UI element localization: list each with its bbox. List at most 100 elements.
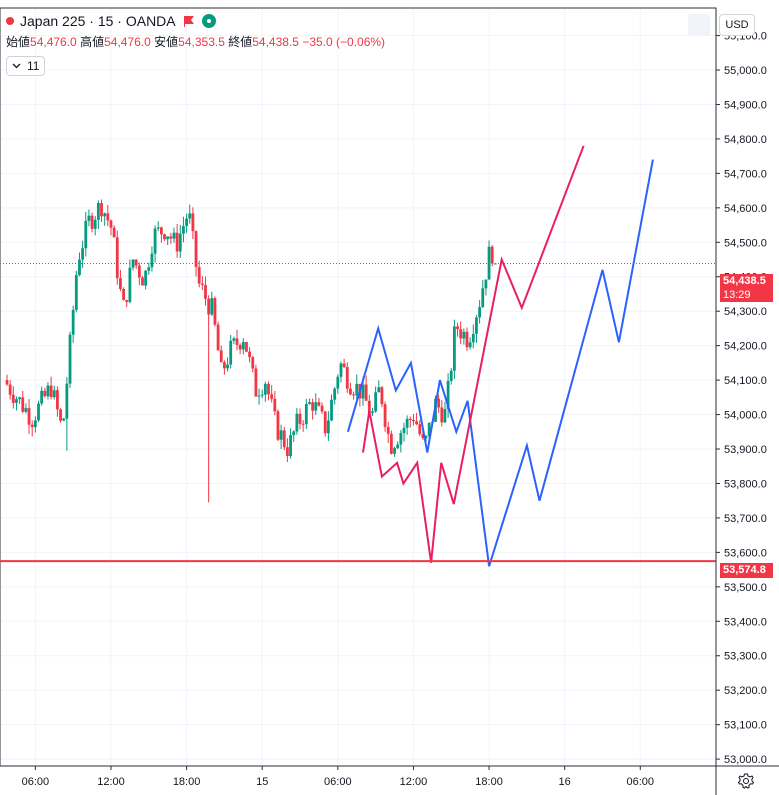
candle-body [137, 265, 141, 278]
candle-body [197, 266, 201, 284]
y-tick-label: 54,300.0 [724, 306, 767, 318]
candle-body [213, 298, 217, 325]
price-levels [0, 262, 716, 563]
candle-body [52, 390, 56, 398]
candle-body [320, 405, 324, 412]
candle-body [185, 218, 188, 227]
y-tick-label: 53,500.0 [724, 582, 767, 594]
market-status-icon [6, 17, 14, 25]
y-tick-label: 53,000.0 [724, 754, 767, 766]
candle-body [172, 232, 176, 239]
currency-button[interactable]: USD [719, 14, 755, 36]
candle-body [134, 259, 138, 266]
candle-body [286, 447, 289, 457]
settings-gear-icon[interactable] [737, 772, 755, 790]
close-value: 54,438.5 [252, 35, 299, 49]
x-tick-label: 15 [256, 776, 268, 788]
candle-body [412, 420, 415, 422]
candle-body [153, 228, 157, 254]
candle-body [188, 213, 192, 219]
candle-body [468, 342, 472, 348]
candle-body [147, 267, 151, 271]
candle-body [282, 430, 286, 448]
candle-body [115, 237, 119, 279]
y-tick-label: 54,100.0 [724, 375, 767, 387]
y-tick-label: 53,700.0 [724, 513, 767, 525]
candle-body [144, 270, 148, 286]
candle-body [241, 342, 245, 350]
candle-body [443, 409, 447, 423]
candle-body [364, 384, 368, 401]
candle-body [229, 340, 233, 365]
candle-body [452, 326, 456, 371]
y-tick-label: 54,500.0 [724, 237, 767, 249]
high-label: 高値 [80, 35, 105, 49]
candle-body [178, 233, 182, 252]
candle-body [374, 392, 378, 412]
candle-body [37, 403, 40, 421]
last-price-tag: 54,438.5 13:29 [720, 274, 773, 302]
candle-body [440, 407, 444, 423]
indicators-toggle[interactable]: 11 [6, 56, 46, 76]
candle-body [336, 376, 340, 389]
candle-body [40, 390, 44, 404]
symbol-title[interactable]: Japan 225 · 15 · OANDA [20, 13, 176, 29]
candle-body [260, 394, 264, 396]
support-price-tag: 53,574.8 [720, 563, 773, 578]
candle-body [74, 275, 78, 310]
candle-body [65, 383, 69, 419]
candle-body [415, 421, 418, 425]
x-tick-label: 18:00 [173, 776, 201, 788]
change-value: −35.0 (−0.06%) [302, 35, 386, 49]
candle-body [289, 435, 292, 457]
candle-body [210, 298, 214, 315]
data-status-icon[interactable] [201, 14, 216, 28]
candle-body [330, 399, 333, 421]
candle-body [96, 202, 100, 220]
collapse-button[interactable] [688, 14, 710, 36]
y-tick-label: 53,300.0 [724, 651, 767, 663]
y-tick-label: 53,400.0 [724, 616, 767, 628]
candle-body [84, 220, 88, 249]
candle-body [383, 404, 387, 427]
candle-body [8, 384, 12, 395]
candle-body [345, 367, 349, 389]
y-tick-label: 53,900.0 [724, 444, 767, 456]
candle-body [125, 299, 129, 302]
x-tick-label: 12:00 [97, 776, 125, 788]
candle-body [109, 220, 113, 228]
candle-body [106, 213, 110, 221]
candle-body [216, 324, 220, 351]
candle-body [393, 448, 396, 454]
last-price-label: 54,438.5 [723, 275, 766, 287]
candle-body [333, 388, 337, 400]
candle-body [298, 413, 302, 424]
candle-body [33, 420, 37, 428]
candle-body [352, 394, 355, 396]
low-label: 安値 [154, 35, 179, 49]
candle-body [78, 259, 81, 276]
x-tick-label: 06:00 [627, 776, 655, 788]
y-tick-label: 54,900.0 [724, 99, 767, 111]
candle-body [405, 418, 409, 428]
support-price-label: 53,574.8 [723, 564, 766, 576]
y-tick-label: 54,600.0 [724, 203, 767, 215]
candle-body [62, 418, 66, 421]
candle-body [112, 227, 116, 238]
candles [5, 199, 497, 503]
candle-body [27, 408, 31, 425]
candle-body [87, 215, 91, 221]
x-tick-label: 16 [559, 776, 571, 788]
candle-body [471, 333, 475, 343]
candle-body [24, 408, 28, 412]
candle-body [159, 227, 163, 235]
candle-body [163, 234, 166, 240]
candle-body [191, 213, 195, 232]
candle-body [377, 387, 381, 393]
candle-body [204, 285, 207, 299]
x-tick-label: 12:00 [400, 776, 428, 788]
projection-line-pink [362, 145, 585, 563]
flag-icon[interactable] [182, 14, 196, 28]
candle-body [119, 278, 122, 289]
